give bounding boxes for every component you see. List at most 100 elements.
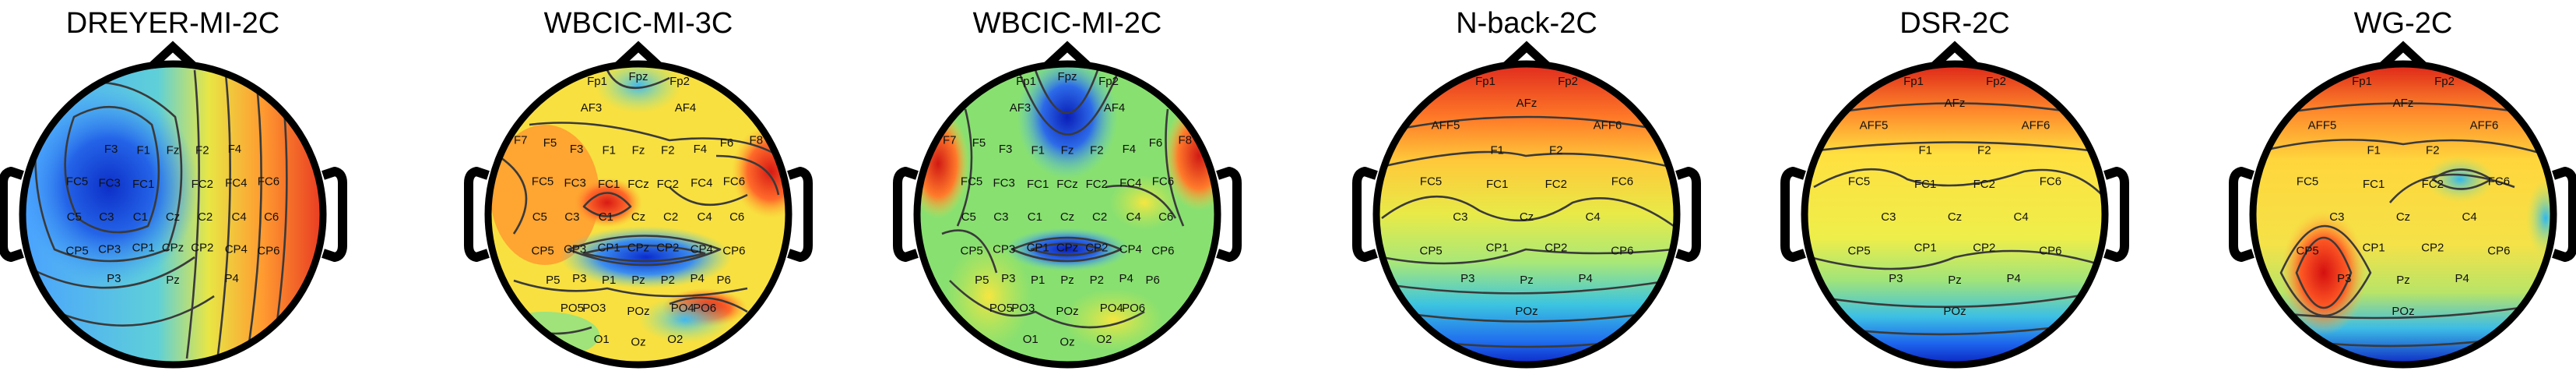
electrode-label: FC5 (2297, 175, 2318, 188)
left-ear-icon (1780, 167, 1806, 262)
panel-title: WBCIC-MI-2C (973, 7, 1162, 40)
electrode-label: Fp2 (2434, 75, 2455, 88)
electrode-label: CP1 (132, 241, 155, 254)
electrode-label: F1 (136, 144, 150, 157)
electrode-label: C4 (2014, 210, 2029, 224)
electrode-label: P4 (2007, 272, 2021, 285)
electrode-label: Fp1 (587, 75, 607, 88)
electrode-label: F1 (1031, 144, 1045, 157)
electrode-label: F2 (195, 144, 209, 157)
electrode-label: Pz (2396, 274, 2410, 287)
electrode-label: C4 (232, 210, 247, 224)
electrode-label: CPz (627, 241, 649, 254)
scalp-map (2253, 64, 2553, 365)
electrode-label: PO3 (1011, 302, 1035, 315)
electrode-label: FC4 (225, 176, 247, 189)
electrode-label: FC1 (1027, 178, 1049, 191)
electrode-label: F8 (750, 133, 764, 147)
electrode-label: CP4 (225, 242, 248, 256)
right-ear-icon (1216, 167, 1242, 262)
electrode-label: PO5 (561, 302, 584, 315)
electrode-label: Pz (631, 274, 645, 287)
electrode-label: C1 (133, 210, 148, 224)
electrode-label: P6 (1146, 274, 1160, 287)
electrode-label: POz (1056, 305, 1078, 318)
topoplot-panel-dreyer-mi-2c: DREYER-MI-2C (0, 7, 347, 369)
electrode-label: FCz (627, 178, 649, 191)
electrode-label: P3 (1889, 272, 1903, 285)
electrode-label: CP5 (1420, 244, 1443, 257)
electrode-label: Cz (1520, 210, 1534, 224)
electrode-label: C3 (1881, 210, 1896, 224)
electrode-label: PO6 (1122, 302, 1145, 315)
electrode-label: CP6 (722, 244, 745, 257)
panel-title: DREYER-MI-2C (66, 7, 279, 40)
electrode-label: FC1 (598, 178, 620, 191)
electrode-label: F2 (1090, 144, 1104, 157)
electrode-label: FC1 (1486, 178, 1508, 191)
electrode-labels: Fz F1 F2 F3 F4 FC5 FC3 FC1 FC2 FC4 FC6 C5 C3 C1 Cz C2 C4… (66, 70, 2511, 349)
electrode-label: C2 (198, 210, 213, 224)
electrode-label: P4 (1119, 272, 1133, 285)
electrode-label: FC2 (2422, 178, 2444, 191)
electrode-label: CP6 (2487, 244, 2510, 257)
nose-icon (149, 41, 196, 69)
electrode-label: C3 (99, 210, 114, 224)
electrode-label: F7 (514, 133, 528, 147)
nose-icon (615, 41, 662, 69)
electrode-label: F2 (1549, 144, 1563, 157)
electrode-label: P4 (2455, 272, 2469, 285)
electrode-label: FC2 (657, 178, 679, 191)
electrode-label: P1 (602, 274, 616, 287)
topoplot-panel-wg-2c: WG-2C (2229, 7, 2576, 369)
electrode-label: FC2 (1973, 178, 1995, 191)
electrode-label: CP2 (1085, 241, 1108, 254)
electrode-label: P5 (975, 274, 989, 287)
scalp-map (917, 64, 1218, 365)
electrode-label: CP5 (532, 244, 554, 257)
electrode-label: POz (627, 305, 649, 318)
electrode-label: CP5 (66, 244, 89, 257)
left-ear-icon (0, 167, 24, 262)
electrode-label: CP1 (1486, 241, 1509, 254)
electrode-label: POz (1943, 305, 1966, 318)
electrode-label: F1 (1490, 144, 1504, 157)
electrode-label: C4 (698, 210, 712, 224)
panel-title: WBCIC-MI-3C (544, 7, 733, 40)
electrode-label: AFz (1516, 97, 1538, 110)
electrode-label: FC1 (132, 178, 154, 191)
nose-icon (1931, 41, 1978, 69)
left-ear-icon (893, 167, 919, 262)
electrode-label: FC6 (723, 175, 745, 188)
electrode-label: AFF5 (2308, 118, 2337, 132)
nose-icon (1503, 41, 1550, 69)
left-ear-icon (2229, 167, 2254, 262)
electrode-label: CP5 (961, 244, 983, 257)
electrode-label: FCz (1056, 178, 1078, 191)
electrode-label: F3 (999, 143, 1013, 156)
electrode-label: CP2 (1545, 241, 1567, 254)
electrode-label: C6 (264, 210, 279, 224)
electrode-label: FC6 (2040, 175, 2061, 188)
electrode-label: CP2 (191, 241, 213, 254)
electrode-label: F2 (2426, 144, 2440, 157)
electrode-label: P3 (572, 272, 586, 285)
electrode-label: CP1 (1914, 241, 1937, 254)
electrode-label: PO3 (582, 302, 606, 315)
electrode-label: C6 (1158, 210, 1173, 224)
electrode-label: Oz (631, 336, 645, 349)
electrode-label: O1 (594, 333, 610, 346)
electrode-label: Fp2 (669, 75, 690, 88)
electrode-label: CP6 (1611, 244, 1633, 257)
topoplot-panel-wbcic-mi-2c: WBCIC-MI-2C (893, 7, 1242, 369)
electrode-label: CP6 (257, 244, 279, 257)
nose-icon (2380, 41, 2427, 69)
electrode-label: CP6 (2039, 244, 2061, 257)
electrode-label: FC6 (2488, 175, 2510, 188)
panel-title: DSR-2C (1899, 7, 2009, 40)
electrode-label: CP2 (2421, 241, 2444, 254)
electrode-label: F1 (2367, 144, 2381, 157)
electrode-label: AFF6 (2022, 118, 2051, 132)
electrode-label: AFF6 (2470, 118, 2499, 132)
electrode-label: Oz (1060, 336, 1074, 349)
